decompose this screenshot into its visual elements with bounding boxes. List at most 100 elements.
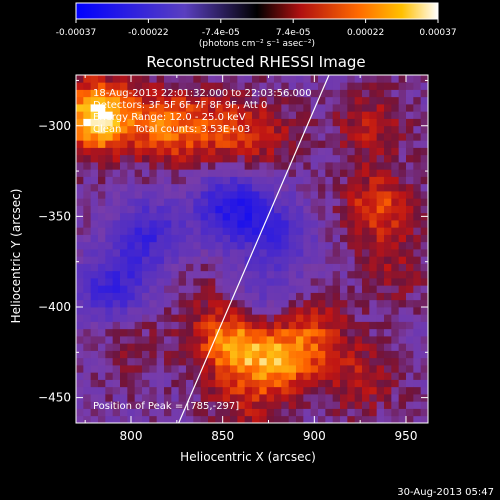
heatmap-cell [200, 111, 209, 119]
heatmap-cell [340, 227, 348, 235]
heatmap-cell [215, 176, 224, 185]
heatmap-cell [369, 133, 378, 141]
heatmap-cell [318, 162, 326, 170]
heatmap-cell [406, 198, 414, 206]
heatmap-cell [200, 162, 209, 170]
heatmap-cell [244, 96, 253, 105]
heatmap-cell [230, 75, 238, 83]
heatmap-cell [142, 278, 150, 286]
heatmap-cell [384, 408, 392, 417]
heatmap-cell [193, 154, 202, 163]
heatmap-cell [120, 234, 128, 243]
heatmap-cell [318, 212, 326, 221]
heatmap-cell [252, 198, 260, 206]
heatmap-cell [193, 212, 202, 221]
heatmap-cell [90, 191, 99, 199]
heatmap-cell [266, 263, 275, 272]
heatmap-cell [384, 162, 392, 170]
heatmap-cell [274, 111, 282, 119]
heatmap-cell [281, 104, 290, 112]
heatmap-cell [340, 191, 348, 199]
heatmap-cell [384, 82, 392, 90]
heatmap-cell [112, 328, 121, 337]
heatmap-cell [215, 125, 224, 134]
heatmap-cell [252, 307, 260, 315]
heatmap-cell [384, 307, 392, 315]
heatmap-cell [391, 328, 400, 337]
heatmap-cell [112, 212, 121, 221]
heatmap-cell [376, 372, 385, 380]
heatmap-cell [98, 343, 106, 351]
heatmap-cell [288, 249, 297, 257]
heatmap-cell [259, 147, 268, 156]
heatmap-cell [318, 125, 326, 134]
heatmap-cell [362, 285, 370, 293]
heatmap-cell [413, 111, 422, 119]
heatmap-cell [303, 357, 312, 366]
heatmap-cell [193, 336, 202, 344]
heatmap-cell [252, 357, 260, 366]
heatmap-cell [186, 336, 194, 344]
heatmap-cell [266, 147, 275, 156]
heatmap-cell [259, 154, 268, 163]
heatmap-cell [112, 147, 121, 156]
heatmap-cell [369, 205, 378, 214]
heatmap-cell [281, 154, 290, 163]
heatmap-cell [274, 227, 282, 235]
heatmap-cell [354, 125, 363, 134]
heatmap-cell [230, 394, 238, 402]
heatmap-cell [347, 263, 356, 272]
heatmap-cell [303, 350, 312, 359]
heatmap-cell [105, 125, 114, 134]
heatmap-cell [127, 89, 136, 98]
heatmap-cell [76, 249, 84, 257]
heatmap-cell [83, 140, 92, 148]
heatmap-cell [230, 104, 238, 112]
heatmap-cell [164, 307, 172, 315]
heatmap-cell [76, 162, 84, 170]
heatmap-cell [208, 408, 216, 417]
heatmap-cell [90, 263, 99, 272]
heatmap-cell [340, 278, 348, 286]
heatmap-cell [178, 285, 187, 293]
heatmap-cell [288, 183, 297, 192]
heatmap-cell [391, 350, 400, 359]
heatmap-cell [200, 328, 209, 337]
heatmap-cell [164, 336, 172, 344]
heatmap-cell [325, 379, 334, 388]
heatmap-cell [200, 89, 209, 98]
heatmap-cell [391, 118, 400, 127]
heatmap-cell [171, 162, 180, 170]
heatmap-cell [127, 314, 136, 322]
heatmap-cell [156, 270, 165, 279]
heatmap-cell [288, 256, 297, 264]
heatmap-cell [318, 198, 326, 206]
heatmap-cell [325, 292, 334, 301]
heatmap-cell [354, 357, 363, 366]
heatmap-cell [288, 285, 297, 293]
heatmap-cell [274, 154, 282, 163]
heatmap-cell [90, 111, 99, 119]
heatmap-cell [230, 227, 238, 235]
heatmap-cell [362, 336, 370, 344]
heatmap-cell [303, 154, 312, 163]
heatmap-cell [171, 89, 180, 98]
heatmap-cell [222, 394, 231, 402]
heatmap-cell [332, 89, 341, 98]
heatmap-cell [281, 176, 290, 185]
heatmap-cell [120, 270, 128, 279]
heatmap-cell [354, 147, 363, 156]
heatmap-cell [134, 379, 143, 388]
heatmap-cell [171, 220, 180, 228]
heatmap-cell [164, 263, 172, 272]
heatmap-cell [332, 147, 341, 156]
heatmap-cell [325, 227, 334, 235]
heatmap-cell [171, 212, 180, 221]
heatmap-cell [376, 292, 385, 301]
heatmap-cell [274, 328, 282, 337]
heatmap-cell [149, 343, 158, 351]
heatmap-cell [120, 249, 128, 257]
heatmap-cell [362, 365, 370, 373]
heatmap-cell [384, 292, 392, 301]
heatmap-cell [237, 154, 246, 163]
